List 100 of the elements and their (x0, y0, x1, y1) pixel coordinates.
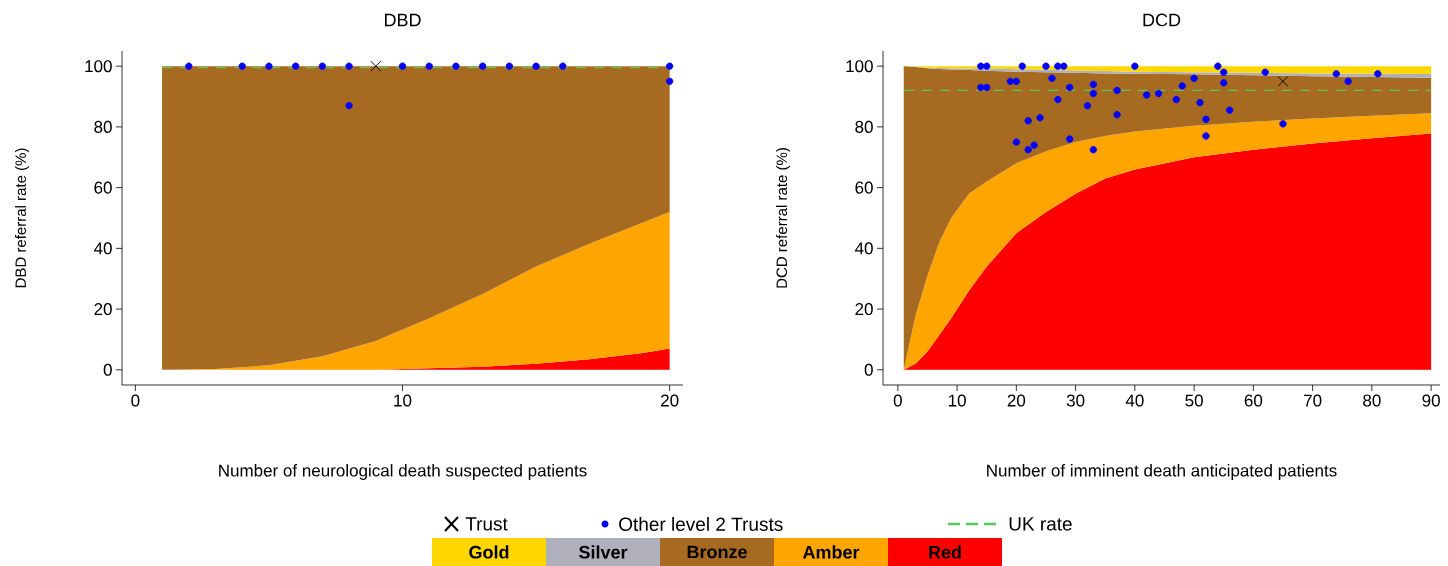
point (666, 62, 674, 70)
point (1113, 111, 1121, 119)
point (292, 62, 300, 70)
point (345, 62, 353, 70)
point (1054, 62, 1062, 70)
y-tick-label: 80 (855, 120, 873, 133)
text: Amber (802, 545, 860, 559)
point (1344, 77, 1352, 85)
point (1024, 146, 1032, 154)
x-axis-title: Number of imminent death anticipated patients (987, 464, 1337, 480)
y-axis-title: DBD referral rate (%) (15, 148, 29, 288)
y-tick-label: 60 (855, 181, 873, 194)
legend-label: Trust (465, 517, 508, 531)
y-tick-label: 100 (85, 60, 112, 73)
point (1190, 74, 1198, 82)
point (398, 62, 407, 70)
x-tick-label: 10 (948, 394, 966, 407)
point (1131, 62, 1139, 70)
y-tick-label: 0 (103, 363, 112, 376)
chart-title: DBD (385, 13, 421, 27)
point (1054, 95, 1062, 104)
point (1154, 89, 1163, 98)
legend-label: UK rate (1009, 517, 1072, 531)
point (1030, 141, 1038, 149)
point (505, 62, 514, 70)
point (1089, 146, 1098, 154)
point (265, 62, 273, 70)
y-tick-label: 40 (93, 242, 112, 255)
y-tick-label: 20 (94, 303, 112, 316)
point (1374, 70, 1382, 78)
y-tick-label: 20 (855, 303, 873, 316)
chart-title: DCD (1143, 13, 1181, 27)
y-tick-label: 40 (854, 242, 873, 255)
point (666, 77, 674, 85)
point (318, 62, 327, 70)
point (1113, 86, 1121, 95)
point (1196, 98, 1204, 107)
point (1214, 62, 1222, 70)
point (977, 83, 985, 92)
point (983, 83, 991, 92)
point (452, 62, 460, 70)
point (1226, 106, 1234, 114)
point (1332, 70, 1340, 78)
y-tick-label: 0 (864, 363, 873, 376)
point (1261, 68, 1269, 76)
text: Silver (579, 545, 628, 559)
point (1024, 117, 1032, 125)
point (977, 62, 985, 70)
y-tick-label: 100 (846, 60, 873, 73)
point (425, 62, 433, 70)
text: Bronze (687, 545, 747, 559)
point (1143, 91, 1151, 99)
point (1006, 77, 1015, 85)
y-tick-label: 60 (94, 181, 112, 194)
point (1220, 68, 1228, 76)
x-tick-label: 50 (1185, 394, 1203, 407)
point (1060, 62, 1068, 70)
point (1178, 82, 1186, 90)
point (345, 101, 353, 110)
point (1089, 89, 1098, 98)
point (1083, 101, 1092, 110)
legend-label: Other level 2 Trusts (619, 517, 783, 531)
point (1048, 74, 1056, 82)
point (1036, 114, 1044, 122)
y-tick-label: 80 (94, 120, 112, 133)
x-tick-label: 40 (1125, 394, 1144, 407)
x-tick-label: 70 (1304, 394, 1322, 407)
point (1279, 120, 1287, 128)
point (1066, 83, 1074, 92)
text: Gold (469, 545, 509, 559)
x-axis-title: Number of neurological death suspected patients (219, 464, 587, 480)
point (479, 62, 487, 70)
x-tick-label: 60 (1244, 394, 1263, 407)
point (559, 62, 567, 70)
x-tick-label: 10 (394, 394, 412, 407)
point (983, 62, 991, 70)
point (532, 62, 540, 70)
text: Red (929, 545, 961, 559)
x-tick-label: 90 (1422, 394, 1440, 407)
x-tick-label: 20 (661, 394, 679, 407)
point (1202, 132, 1210, 140)
point (1202, 115, 1210, 123)
point (1277, 75, 1289, 87)
point (1066, 135, 1074, 143)
point (1220, 79, 1228, 87)
point (1042, 62, 1050, 70)
x-tick-label: 30 (1066, 394, 1085, 407)
point (238, 62, 246, 70)
point (1012, 138, 1020, 146)
point (1012, 77, 1020, 85)
x-tick-label: 0 (131, 394, 140, 407)
point (1089, 80, 1098, 89)
y-axis-title: DCD referral rate (%) (776, 148, 791, 288)
x-tick-label: 80 (1363, 394, 1381, 407)
point (370, 60, 382, 72)
x-tick-label: 0 (893, 394, 902, 407)
point (1172, 95, 1180, 104)
point (1018, 62, 1026, 70)
point (185, 62, 193, 70)
x-tick-label: 20 (1007, 394, 1026, 407)
